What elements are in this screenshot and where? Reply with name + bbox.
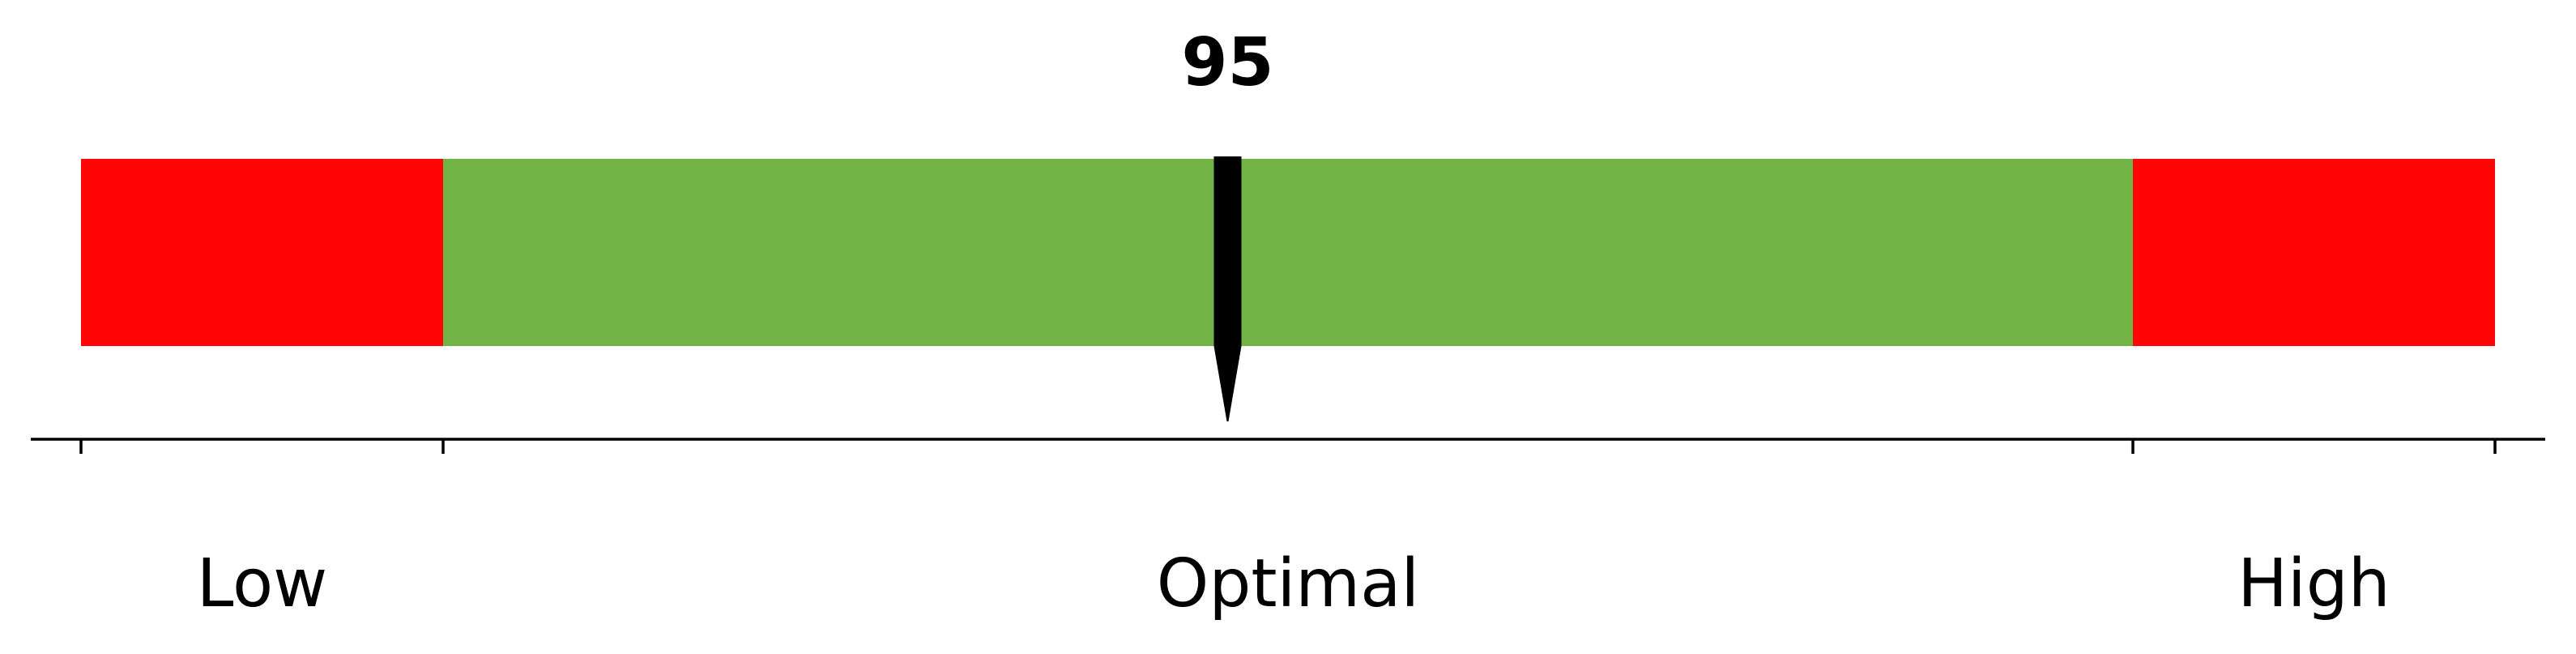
segment-high-bar [2133,159,2495,346]
gauge-segments [81,159,2495,346]
gauge-axis [31,438,2545,454]
segment-label-optimal: Optimal [1157,545,1419,622]
value-pointer-group: 95 [1181,24,1274,421]
value-pointer-bar [1213,156,1242,346]
segment-low-bar [81,159,443,346]
segment-optimal-bar [443,159,2133,346]
value-pointer-spike [1213,346,1242,421]
value-label: 95 [1181,24,1273,101]
segment-label-low: Low [197,545,327,622]
segment-label-high: High [2237,545,2390,622]
segment-labels: Low Optimal High [197,545,2390,622]
